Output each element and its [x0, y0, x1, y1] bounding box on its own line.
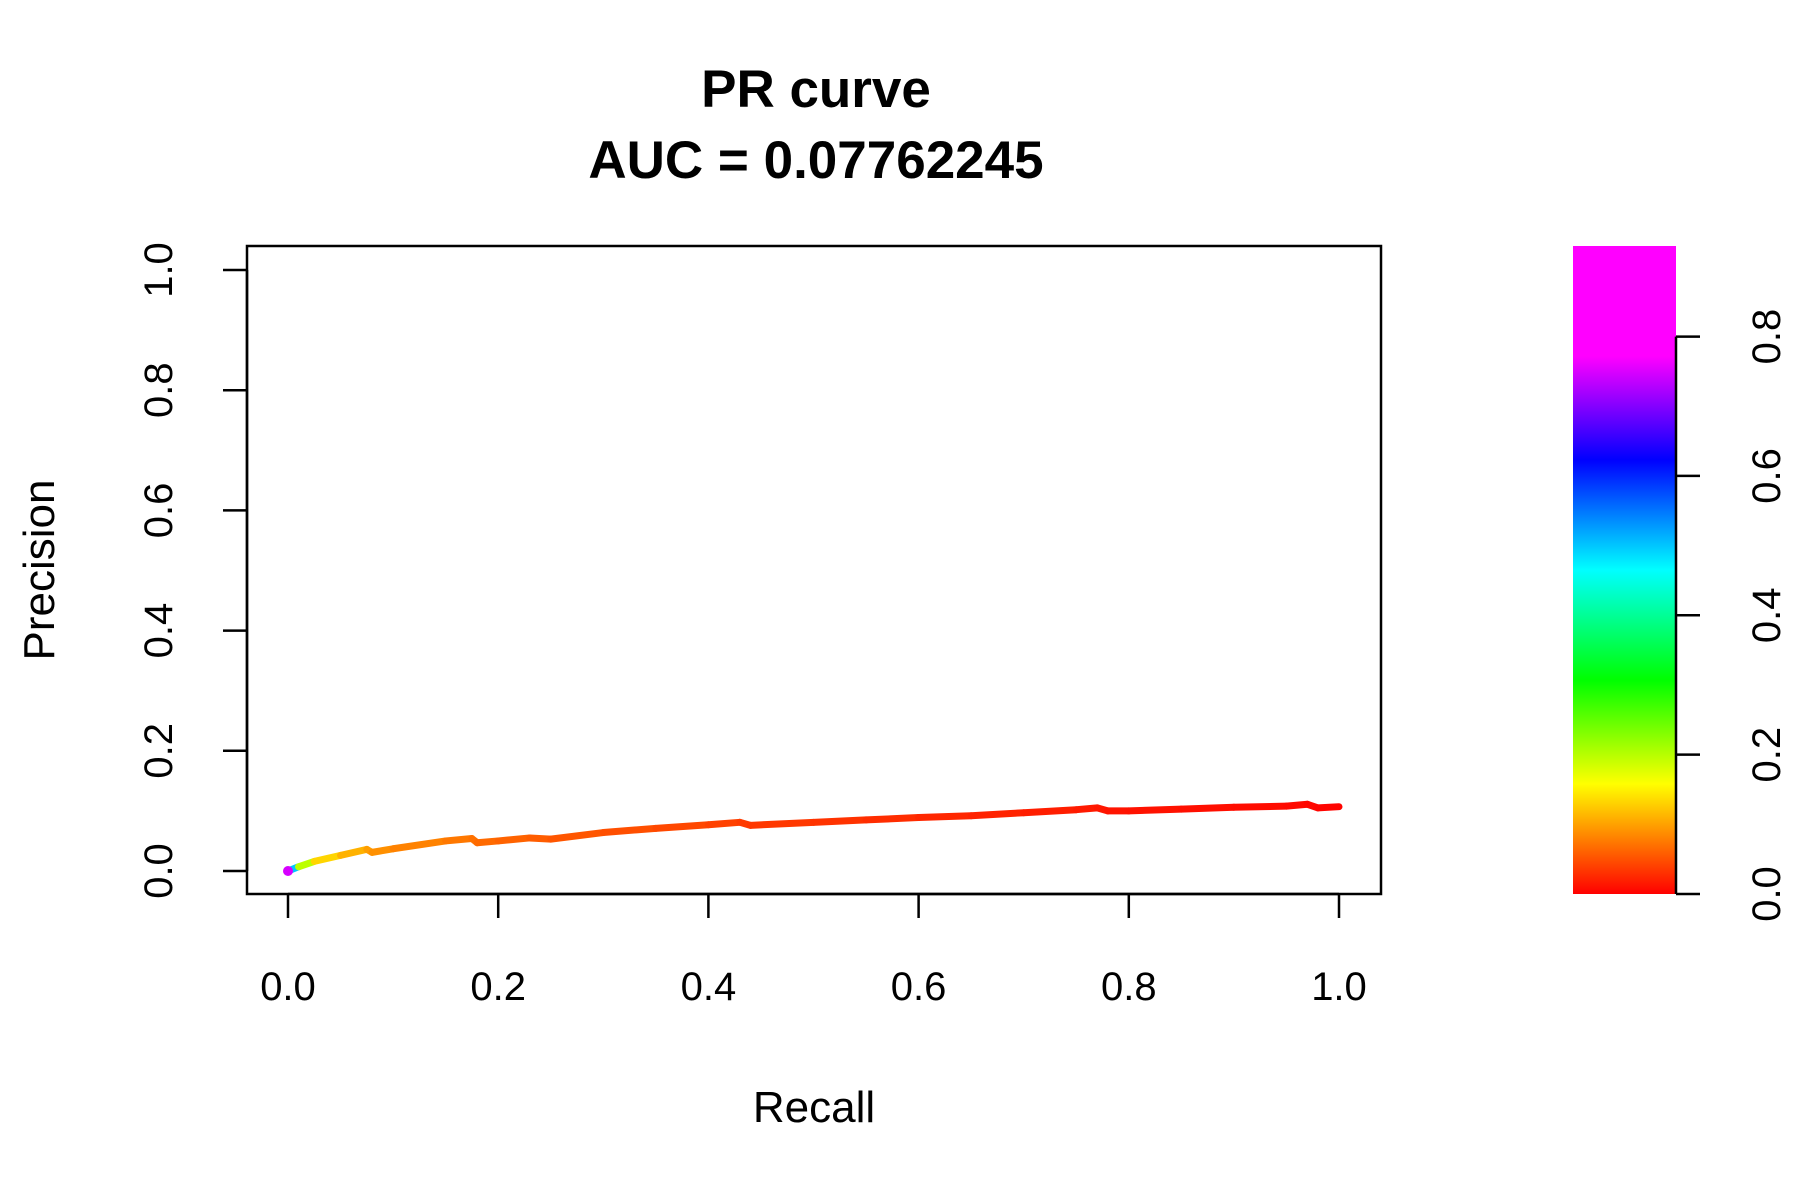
colorbar-tick-label: 0.4: [1745, 587, 1789, 643]
y-tick-label: 1.0: [137, 242, 181, 298]
curve-segment: [599, 824, 660, 837]
curve-segment: [704, 818, 744, 829]
curve-segment: [389, 837, 450, 853]
colorbar-gradient: [1573, 246, 1676, 894]
x-tick-label: 0.0: [260, 965, 316, 1009]
colorbar: 0.0 0.2 0.4 0.6 0.8: [1573, 246, 1789, 922]
plot-area: 0.0 0.2 0.4 0.6 0.8 1.0 0.0 0.2 0.4 0.6 0.8 1.0: [137, 242, 1383, 1009]
curve-segment: [862, 814, 923, 824]
curve-segment: [967, 809, 1028, 820]
curve-segment: [526, 834, 555, 843]
y-tick-label: 0.8: [137, 362, 181, 418]
curve-start-point: [283, 866, 293, 876]
pr-curve: [283, 800, 1343, 876]
curve-segment: [810, 816, 870, 826]
colorbar-tick-label: 0.6: [1745, 448, 1789, 504]
plot-frame: [245, 244, 1383, 896]
curve-segment: [1230, 802, 1290, 811]
curve-segment: [1177, 803, 1238, 813]
x-tick-label: 0.4: [681, 965, 737, 1009]
curve-segment: [1282, 800, 1311, 810]
y-tick-label: 0.4: [137, 603, 181, 659]
curve-segment: [652, 821, 712, 832]
x-axis: 0.0 0.2 0.4 0.6 0.8 1.0: [260, 892, 1367, 1009]
colorbar-tick-label: 0.2: [1745, 727, 1789, 783]
y-axis: 0.0 0.2 0.4 0.6 0.8 1.0: [137, 242, 249, 899]
colorbar-axis: 0.0 0.2 0.4 0.6 0.8: [1674, 309, 1789, 922]
curve-segment: [473, 837, 502, 847]
y-tick-label: 0.6: [137, 483, 181, 539]
curve-segment: [547, 829, 607, 843]
chart-title: PR curve: [701, 60, 931, 119]
x-tick-label: 0.8: [1101, 965, 1157, 1009]
x-tick-label: 0.2: [470, 965, 526, 1009]
x-axis-label: Recall: [753, 1083, 875, 1132]
curve-segment: [1020, 806, 1080, 817]
x-tick-label: 0.6: [891, 965, 947, 1009]
colorbar-tick-label: 0.0: [1745, 866, 1789, 922]
chart-subtitle: AUC = 0.07762245: [588, 131, 1043, 190]
curve-segment: [368, 845, 397, 856]
colorbar-tick-label: 0.8: [1745, 309, 1789, 365]
curve-segment: [915, 812, 975, 822]
curve-segment: [494, 834, 534, 845]
curve-segment: [1072, 804, 1101, 814]
curve-segment: [442, 835, 476, 845]
curve-segment: [1125, 805, 1185, 815]
y-tick-label: 0.2: [137, 723, 181, 779]
curve-segment: [746, 818, 817, 829]
y-axis-label: Precision: [15, 480, 64, 661]
curve-segment: [310, 851, 345, 865]
curve-segment: [1314, 803, 1343, 812]
curve-segment: [337, 845, 371, 859]
y-tick-label: 0.0: [137, 843, 181, 899]
x-tick-label: 1.0: [1311, 965, 1367, 1009]
